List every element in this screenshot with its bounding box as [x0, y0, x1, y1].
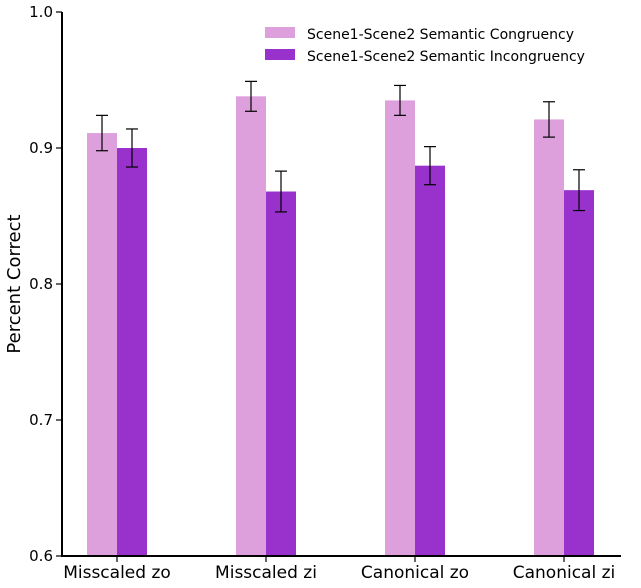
bar-congruency-canonical-zo	[385, 100, 415, 557]
x-tick-label: Canonical zi	[513, 563, 616, 583]
x-tick-label: Misscaled zi	[215, 563, 317, 583]
error-bar-incongruency-misscaled-zo	[126, 128, 138, 168]
error-bar-incongruency-canonical-zo	[424, 146, 436, 186]
error-bar-congruency-misscaled-zi	[245, 80, 257, 112]
bar-incongruency-canonical-zo	[415, 165, 445, 556]
legend-swatch-congruency	[265, 27, 295, 38]
error-bar-congruency-canonical-zi	[543, 101, 555, 138]
y-axis-title: Percent Correct	[4, 214, 25, 353]
error-bar-incongruency-canonical-zi	[573, 169, 585, 212]
legend-swatch-incongruency	[265, 49, 295, 60]
y-ticks-layer: 0.6 0.7 0.8 0.9 1.0	[29, 3, 62, 565]
error-bar-congruency-misscaled-zo	[96, 114, 108, 152]
y-tick-label: 1.0	[29, 3, 53, 21]
y-tick-label: 0.7	[29, 411, 53, 429]
y-tick-label: 0.6	[29, 547, 53, 565]
error-bars-layer	[96, 80, 585, 213]
bar-congruency-misscaled-zo	[87, 133, 117, 557]
y-tick-label: 0.8	[29, 275, 53, 293]
bar-congruency-misscaled-zi	[236, 96, 266, 556]
x-tick-label: Misscaled zo	[63, 563, 171, 583]
y-tick-label: 0.9	[29, 139, 53, 157]
bar-incongruency-canonical-zi	[564, 190, 594, 556]
x-tick-label: Canonical zo	[361, 563, 469, 583]
legend: Scene1-Scene2 Semantic Congruency Scene1…	[265, 27, 585, 65]
bar-congruency-canonical-zi	[534, 119, 564, 556]
bar-incongruency-misscaled-zo	[117, 148, 147, 556]
error-bar-congruency-canonical-zo	[394, 84, 406, 116]
legend-label-congruency: Scene1-Scene2 Semantic Congruency	[307, 27, 574, 43]
bar-incongruency-misscaled-zi	[266, 191, 296, 556]
bars-layer	[87, 96, 594, 557]
error-bar-incongruency-misscaled-zi	[275, 170, 287, 213]
legend-label-incongruency: Scene1-Scene2 Semantic Incongruency	[307, 49, 585, 65]
x-ticks-layer: Misscaled zo Misscaled zi Canonical zo Cano…	[63, 556, 615, 583]
